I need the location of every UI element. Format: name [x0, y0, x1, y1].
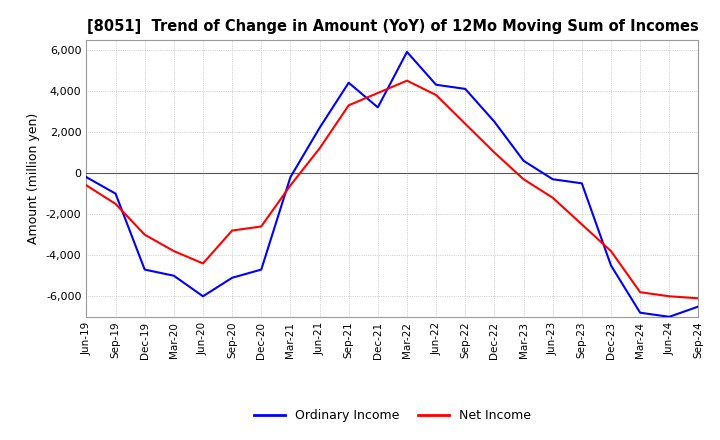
Y-axis label: Amount (million yen): Amount (million yen): [27, 113, 40, 244]
Title: [8051]  Trend of Change in Amount (YoY) of 12Mo Moving Sum of Incomes: [8051] Trend of Change in Amount (YoY) o…: [86, 19, 698, 34]
Legend: Ordinary Income, Net Income: Ordinary Income, Net Income: [248, 404, 536, 427]
